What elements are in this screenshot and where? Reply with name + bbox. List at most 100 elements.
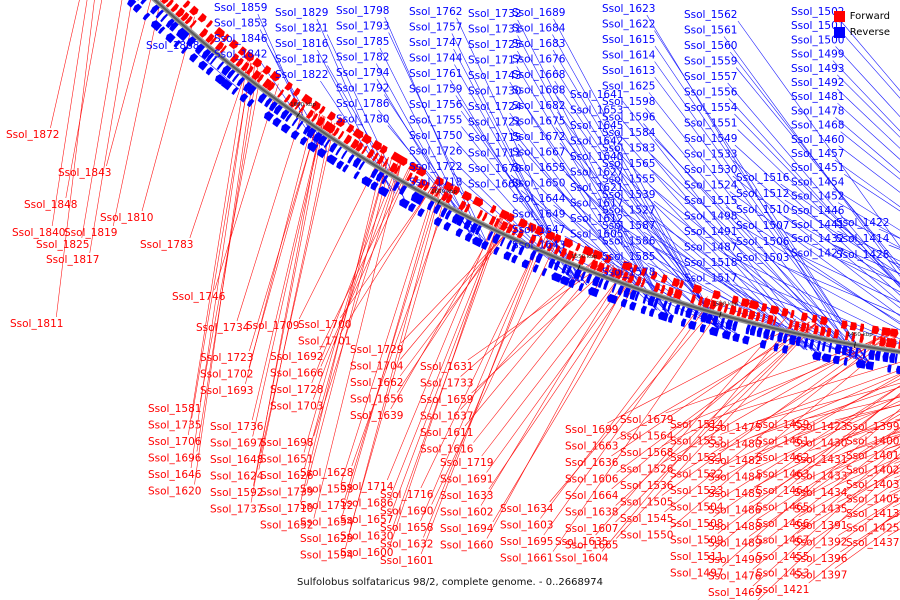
gene-label: Ssol_1723: [200, 352, 253, 364]
reverse-gene-arrow: [647, 295, 656, 307]
connector-line: [808, 419, 900, 452]
connector-line: [750, 386, 900, 438]
gene-label: Ssol_1645: [570, 120, 623, 132]
forward-gene-arrow: [890, 338, 897, 349]
forward-gene-arrow: [819, 316, 828, 326]
connector-line: [298, 153, 383, 320]
connector-line: [388, 32, 487, 242]
forward-gene-arrow: [182, 0, 191, 9]
gene-label: Ssol_1631: [420, 361, 473, 373]
reverse-gene-arrow: [842, 344, 848, 356]
reverse-gene-arrow: [565, 265, 573, 276]
forward-gene-arrow: [262, 65, 272, 75]
connector-line: [386, 215, 497, 481]
gene-label: Ssol_1499: [791, 49, 844, 61]
connector-line: [798, 457, 900, 518]
forward-gene-arrow: [240, 61, 250, 72]
reverse-gene-arrow: [709, 326, 720, 337]
reverse-gene-arrow: [179, 30, 190, 42]
reverse-gene-arrow: [317, 147, 327, 159]
reverse-gene-arrow: [623, 287, 631, 298]
forward-gene-arrow: [729, 305, 737, 316]
gene-label: Ssol_1783: [140, 239, 193, 251]
connector-line: [340, 184, 437, 483]
gene-label: Ssol_1793: [336, 21, 389, 33]
forward-gene-arrow: [352, 128, 364, 140]
connector-line: [847, 490, 900, 520]
connector-line: [543, 297, 713, 536]
gene-label: Ssol_1611: [420, 427, 473, 439]
scale-tick: [437, 199, 441, 205]
connector-line: [351, 191, 451, 467]
gene-label: Ssol_1782: [336, 52, 389, 64]
forward-gene-arrow: [326, 123, 336, 134]
connector-line: [710, 375, 900, 485]
connector-line: [840, 259, 900, 283]
forward-gene-arrow: [408, 161, 419, 173]
reverse-gene-arrow: [455, 228, 464, 238]
reverse-gene-arrow: [848, 346, 853, 357]
forward-gene-arrow: [371, 139, 382, 151]
gene-label: Ssol_1600: [340, 547, 393, 559]
gene-label: Ssol_1638: [565, 507, 618, 519]
gene-label: Ssol_1794: [336, 67, 390, 79]
gene-label: Ssol_1521: [670, 452, 723, 464]
forward-gene-arrow: [488, 215, 496, 226]
reverse-gene-arrow: [770, 330, 776, 341]
reverse-gene-arrow: [137, 0, 139, 1]
gene-label: Ssol_1432: [791, 233, 844, 245]
connector-line: [722, 408, 900, 567]
gene-label: Ssol_1810: [100, 212, 153, 224]
gene-label: Ssol_1637: [420, 411, 473, 423]
forward-gene-arrow: [717, 301, 723, 312]
reverse-gene-arrow: [529, 250, 537, 261]
reverse-gene-arrow: [370, 168, 379, 179]
connector-line: [734, 144, 900, 296]
connector-line: [396, 221, 511, 393]
forward-gene-arrow: [582, 245, 594, 257]
forward-gene-arrow: [536, 237, 543, 247]
reverse-gene-arrow: [205, 52, 215, 63]
gene-label: Ssol_1586: [602, 236, 656, 248]
gene-label: Ssol_1762: [409, 6, 462, 18]
connector-line: [648, 216, 860, 360]
gene-label: Ssol_1585: [602, 251, 655, 263]
connector-line: [345, 187, 442, 549]
connector-line: [519, 97, 670, 315]
forward-gene-arrow: [589, 259, 598, 270]
forward-gene-arrow: [379, 144, 388, 155]
connector-line: [837, 102, 900, 160]
connector-line: [492, 274, 642, 523]
gene-label: Ssol_1729: [350, 344, 403, 356]
connector-line: [342, 185, 438, 516]
forward-gene-arrow: [376, 155, 385, 165]
reverse-gene-arrow: [889, 352, 896, 364]
connector-line: [723, 36, 900, 277]
gene-label: Ssol_1523: [670, 485, 723, 497]
reverse-gene-arrow: [617, 284, 625, 296]
gene-label: Ssol_1757: [409, 22, 462, 34]
reverse-gene-arrow: [263, 111, 274, 122]
scale-tick-label: 1500 kbp: [712, 302, 738, 308]
gene-label: Ssol_1435: [794, 504, 847, 516]
reverse-gene-arrow: [722, 330, 732, 340]
reverse-gene-arrow: [812, 351, 822, 361]
gene-label: Ssol_1647: [512, 224, 565, 236]
forward-gene-arrow: [433, 176, 444, 187]
gene-label: Ssol_1462: [756, 452, 809, 464]
forward-gene-arrow: [709, 299, 717, 310]
reverse-gene-arrow: [426, 200, 435, 211]
map-caption: Sulfolobus solfataricus 98/2, complete g…: [297, 577, 603, 588]
gene-label: Ssol_1423: [794, 421, 847, 433]
connector-line: [783, 215, 900, 285]
forward-gene-arrow: [712, 289, 721, 300]
connector-line: [651, 154, 864, 361]
gene-label: Ssol_1704: [350, 361, 404, 373]
scale-tick-label: 1450 kbp: [847, 332, 873, 338]
gene-label: Ssol_1461: [756, 436, 809, 448]
connector-line: [250, 114, 323, 503]
gene-label: Ssol_1661: [500, 553, 553, 565]
forward-legend-label: Forward: [849, 10, 890, 22]
